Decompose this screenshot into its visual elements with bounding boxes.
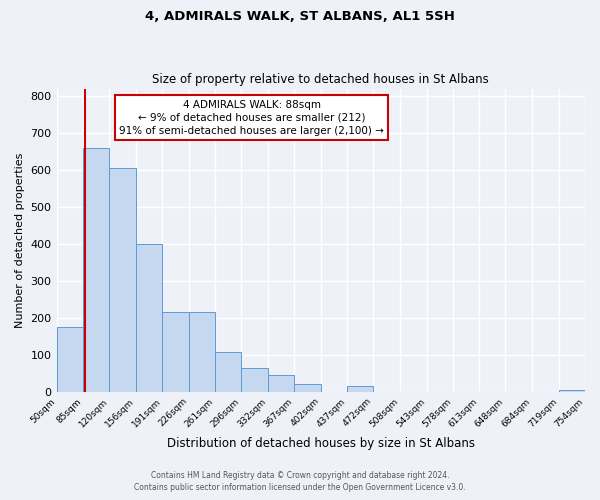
Bar (83, 148, 109, 392)
Bar (241, 368, 268, 392)
Bar (109, 168, 136, 392)
Bar (56, 327, 83, 392)
Bar (215, 352, 241, 392)
Bar (559, 390, 585, 392)
Text: 4 ADMIRALS WALK: 88sqm
← 9% of detached houses are smaller (212)
91% of semi-det: 4 ADMIRALS WALK: 88sqm ← 9% of detached … (119, 100, 384, 136)
Bar (188, 312, 215, 392)
Bar (347, 386, 373, 392)
Bar (163, 312, 188, 392)
Text: 4, ADMIRALS WALK, ST ALBANS, AL1 5SH: 4, ADMIRALS WALK, ST ALBANS, AL1 5SH (145, 10, 455, 23)
X-axis label: Distribution of detached houses by size in St Albans: Distribution of detached houses by size … (167, 437, 475, 450)
Title: Size of property relative to detached houses in St Albans: Size of property relative to detached ho… (152, 73, 489, 86)
Bar (268, 374, 295, 392)
Bar (136, 244, 163, 392)
Y-axis label: Number of detached properties: Number of detached properties (15, 152, 25, 328)
Text: Contains HM Land Registry data © Crown copyright and database right 2024.
Contai: Contains HM Land Registry data © Crown c… (134, 471, 466, 492)
Bar (295, 384, 321, 392)
